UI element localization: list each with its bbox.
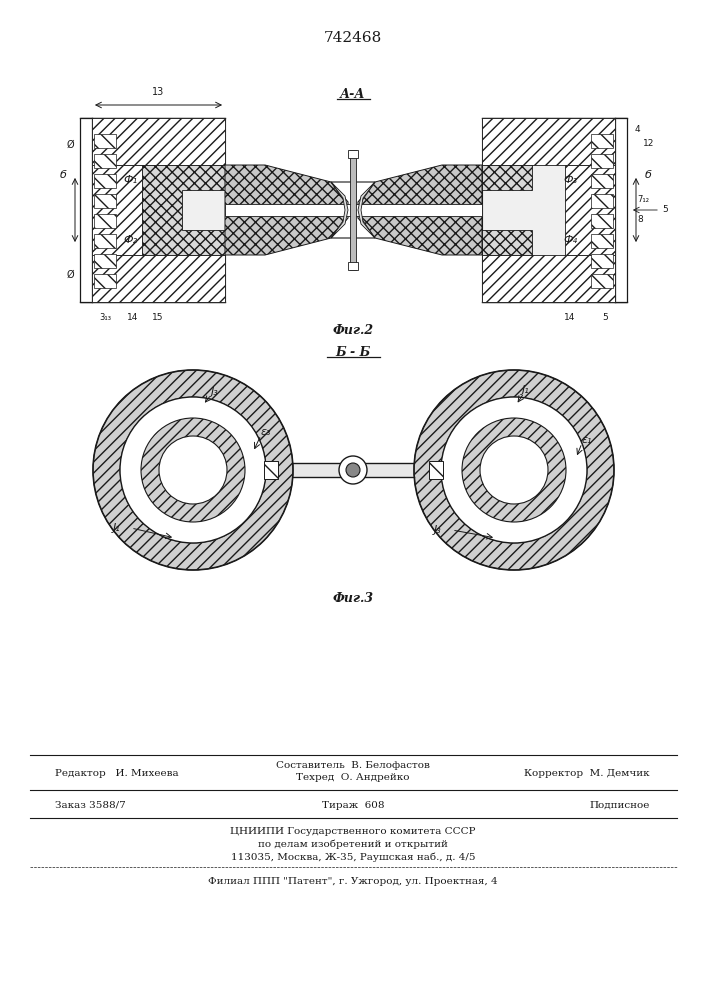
Text: Ф₄: Ф₄ [563, 235, 577, 245]
Text: Ф₂: Ф₂ [123, 235, 137, 245]
Polygon shape [92, 255, 225, 302]
Text: J₁: J₁ [113, 523, 121, 533]
Bar [591, 234, 613, 248]
Polygon shape [331, 182, 375, 238]
Text: Ø: Ø [66, 140, 74, 150]
Text: Тираж  608: Тираж 608 [322, 800, 384, 810]
Text: 5: 5 [662, 206, 667, 215]
Bar [591, 274, 613, 288]
Bar [94, 134, 116, 148]
Text: 113035, Москва, Ж-35, Раушская наб., д. 4/5: 113035, Москва, Ж-35, Раушская наб., д. … [230, 852, 475, 862]
Polygon shape [482, 255, 615, 302]
Text: Подписное: Подписное [590, 800, 650, 810]
Text: 3₁₃: 3₁₃ [99, 312, 111, 322]
Circle shape [414, 370, 614, 570]
Text: Техред  О. Андрейко: Техред О. Андрейко [296, 772, 410, 782]
Text: 8: 8 [637, 216, 643, 225]
Circle shape [93, 370, 293, 570]
Bar [615, 118, 627, 302]
Text: Корректор  М. Демчик: Корректор М. Демчик [525, 768, 650, 778]
Text: ε₁: ε₁ [582, 435, 592, 445]
Text: Ф₃: Ф₃ [563, 175, 577, 185]
Text: 7₁₂: 7₁₂ [637, 196, 649, 205]
Bar [225, 204, 353, 216]
Polygon shape [92, 118, 225, 165]
Bar [94, 234, 116, 248]
Polygon shape [482, 165, 532, 255]
Bar [264, 461, 278, 479]
Text: J₃: J₃ [211, 387, 218, 397]
Text: ε₃: ε₃ [261, 427, 271, 437]
Text: Редактор   И. Михеева: Редактор И. Михеева [55, 768, 179, 778]
Text: 2: 2 [350, 208, 356, 218]
Bar [591, 194, 613, 208]
Text: 15: 15 [152, 312, 164, 322]
Text: б: б [645, 170, 651, 180]
Bar [94, 194, 116, 208]
Circle shape [141, 418, 245, 522]
Text: 13: 13 [152, 87, 164, 97]
Circle shape [480, 436, 548, 504]
Text: А-А: А-А [340, 89, 366, 102]
Text: 12: 12 [643, 138, 655, 147]
Circle shape [441, 397, 587, 543]
Circle shape [339, 456, 367, 484]
Text: 17: 17 [333, 200, 345, 210]
Text: 5: 5 [602, 312, 608, 322]
Polygon shape [142, 165, 225, 255]
Polygon shape [565, 165, 615, 255]
Polygon shape [358, 182, 375, 238]
Bar [429, 461, 443, 479]
Polygon shape [92, 165, 142, 255]
Circle shape [120, 397, 266, 543]
Circle shape [159, 436, 227, 504]
Bar [591, 134, 613, 148]
Bar [591, 154, 613, 168]
Text: ЦНИИПИ Государственного комитета СССР: ЦНИИПИ Государственного комитета СССР [230, 826, 476, 836]
Bar [94, 214, 116, 228]
Text: по делам изобретений и открытий: по делам изобретений и открытий [258, 839, 448, 849]
Text: 14: 14 [127, 312, 139, 322]
Bar [591, 214, 613, 228]
Circle shape [346, 463, 360, 477]
Polygon shape [331, 182, 348, 238]
Bar [94, 254, 116, 268]
Bar [591, 254, 613, 268]
Bar [293, 463, 414, 477]
Bar [482, 118, 615, 302]
Bar [348, 262, 358, 270]
Bar [92, 118, 225, 302]
Text: J₃: J₃ [434, 525, 442, 535]
Text: 4: 4 [635, 125, 641, 134]
Bar [591, 174, 613, 188]
Text: 14: 14 [564, 312, 575, 322]
Text: Составитель  В. Белофастов: Составитель В. Белофастов [276, 760, 430, 770]
Bar [94, 174, 116, 188]
Text: Ø: Ø [66, 270, 74, 280]
Text: Фиг.2: Фиг.2 [332, 324, 373, 336]
Text: 16: 16 [349, 200, 361, 210]
Bar [353, 204, 482, 216]
Polygon shape [482, 118, 615, 165]
Text: Б - Б: Б - Б [335, 347, 370, 360]
Bar [348, 150, 358, 158]
Text: Заказ 3588/7: Заказ 3588/7 [55, 800, 126, 810]
Bar [80, 118, 92, 302]
Text: Филиал ППП "Патент", г. Ужгород, ул. Проектная, 4: Филиал ППП "Патент", г. Ужгород, ул. Про… [208, 876, 498, 886]
Polygon shape [225, 165, 345, 255]
Bar [350, 150, 356, 270]
Text: J₁: J₁ [522, 385, 530, 395]
Text: Ф₁: Ф₁ [123, 175, 137, 185]
Text: 742468: 742468 [324, 31, 382, 45]
Circle shape [462, 418, 566, 522]
Text: Фиг.3: Фиг.3 [332, 591, 373, 604]
Polygon shape [361, 165, 482, 255]
Bar [94, 274, 116, 288]
Text: б: б [59, 170, 66, 180]
Bar [94, 154, 116, 168]
